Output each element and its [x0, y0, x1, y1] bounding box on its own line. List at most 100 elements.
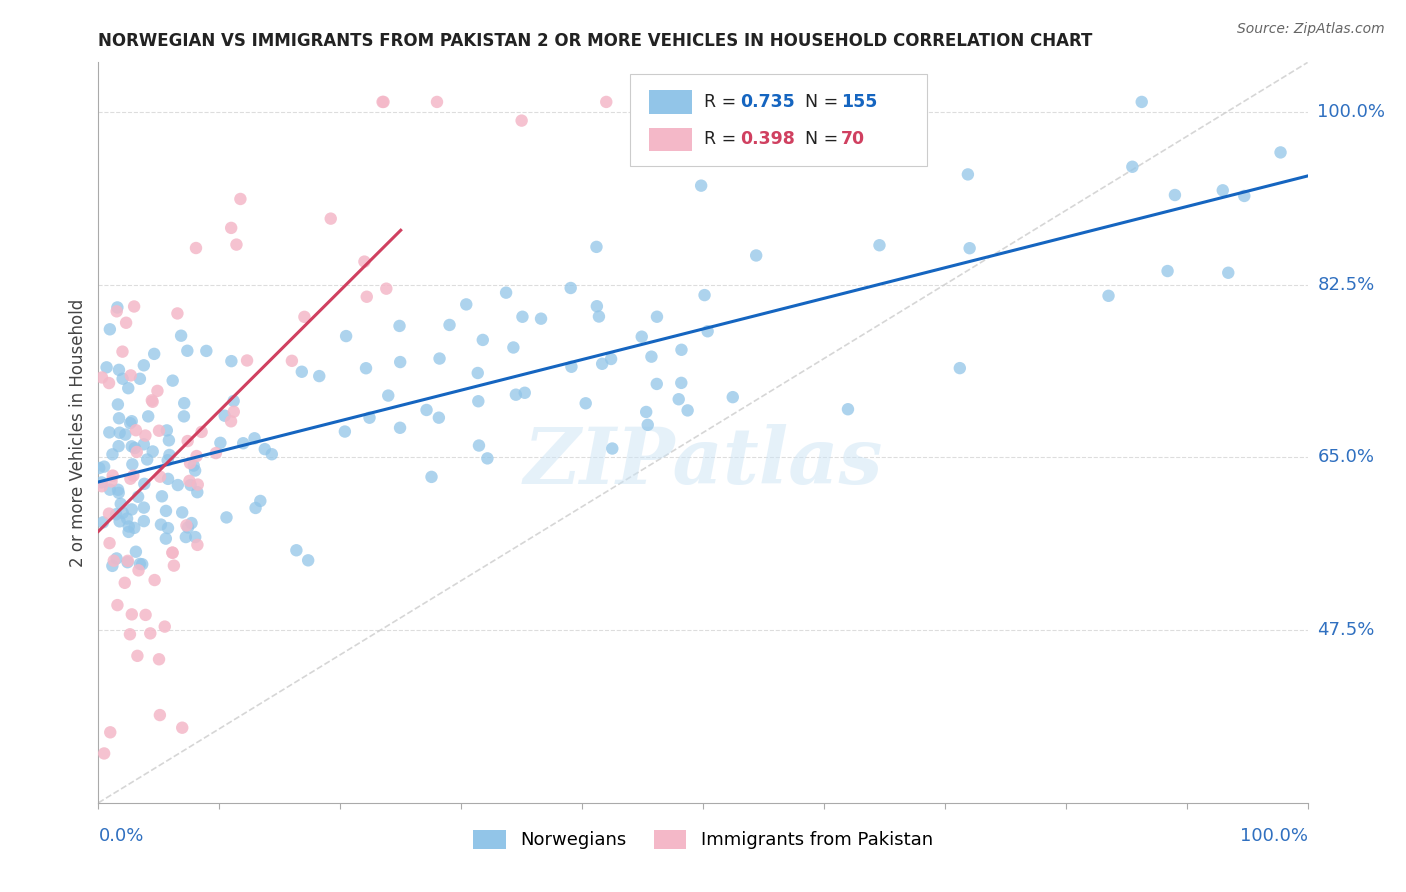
Point: [319, 211, 342, 226]
Point: [108, 514, 131, 528]
Text: 155: 155: [841, 93, 877, 111]
Point: [333, 425, 356, 439]
Point: [90, 475, 112, 490]
Point: [101, 447, 124, 461]
Point: [600, 351, 623, 366]
Point: [114, 427, 136, 442]
Point: [101, 468, 124, 483]
Point: [221, 354, 243, 368]
Point: [600, 442, 623, 456]
Point: [124, 521, 146, 535]
Point: [373, 95, 395, 109]
Point: [1097, 289, 1119, 303]
Text: Source: ZipAtlas.com: Source: ZipAtlas.com: [1237, 22, 1385, 37]
FancyBboxPatch shape: [648, 90, 692, 114]
Point: [427, 410, 450, 425]
Point: [149, 469, 172, 483]
Point: [253, 442, 276, 457]
Point: [260, 447, 283, 461]
Point: [176, 343, 198, 358]
Point: [429, 351, 451, 366]
Point: [505, 387, 527, 401]
Point: [170, 328, 193, 343]
Point: [128, 557, 150, 571]
Point: [588, 310, 610, 324]
Point: [111, 372, 134, 386]
Point: [377, 388, 399, 402]
Point: [389, 355, 412, 369]
Point: [105, 304, 128, 318]
Point: [467, 366, 489, 380]
Point: [439, 318, 461, 332]
Point: [93, 747, 115, 761]
Point: [105, 301, 128, 315]
Point: [560, 281, 582, 295]
Point: [131, 558, 153, 572]
Point: [146, 384, 169, 398]
Point: [690, 178, 713, 193]
Point: [110, 497, 132, 511]
Text: N =: N =: [804, 130, 844, 148]
Point: [166, 478, 188, 492]
Point: [156, 521, 179, 535]
Point: [176, 434, 198, 448]
Point: [134, 476, 156, 491]
Point: [291, 365, 314, 379]
Point: [135, 607, 157, 622]
Point: [177, 520, 200, 534]
Point: [122, 468, 145, 483]
Point: [645, 376, 668, 391]
Text: 100.0%: 100.0%: [1317, 103, 1385, 120]
Point: [117, 524, 139, 539]
Point: [142, 444, 165, 458]
Point: [155, 532, 177, 546]
Point: [180, 478, 202, 492]
Point: [172, 505, 194, 519]
Point: [281, 354, 304, 368]
Point: [243, 431, 266, 445]
Point: [222, 394, 245, 409]
Point: [117, 554, 139, 568]
Point: [510, 113, 533, 128]
Point: [471, 333, 494, 347]
Point: [142, 394, 165, 409]
Point: [117, 555, 139, 569]
Point: [214, 409, 236, 423]
Point: [108, 425, 131, 440]
Point: [467, 394, 489, 409]
FancyBboxPatch shape: [648, 128, 692, 152]
Point: [560, 359, 582, 374]
Point: [141, 393, 163, 408]
Point: [671, 343, 693, 357]
Point: [1212, 183, 1234, 197]
Point: [636, 405, 658, 419]
Legend: Norwegians, Immigrants from Pakistan: Norwegians, Immigrants from Pakistan: [467, 823, 939, 856]
Point: [837, 402, 859, 417]
Point: [187, 477, 209, 491]
Point: [108, 411, 131, 425]
Point: [125, 423, 148, 437]
Point: [98, 507, 121, 521]
Point: [149, 708, 172, 723]
Point: [127, 648, 149, 663]
Point: [495, 285, 517, 300]
Point: [120, 472, 142, 486]
Point: [120, 368, 142, 383]
Point: [356, 290, 378, 304]
Point: [595, 95, 617, 109]
Point: [388, 318, 411, 333]
Point: [219, 220, 242, 235]
Point: [415, 403, 437, 417]
Point: [89, 461, 111, 475]
Point: [174, 530, 197, 544]
Point: [179, 474, 201, 488]
Point: [156, 453, 179, 467]
Point: [91, 370, 114, 384]
Point: [420, 470, 443, 484]
Point: [219, 414, 242, 428]
Point: [375, 282, 398, 296]
Point: [956, 168, 979, 182]
Point: [132, 514, 155, 528]
Point: [456, 297, 478, 311]
Point: [1130, 95, 1153, 109]
